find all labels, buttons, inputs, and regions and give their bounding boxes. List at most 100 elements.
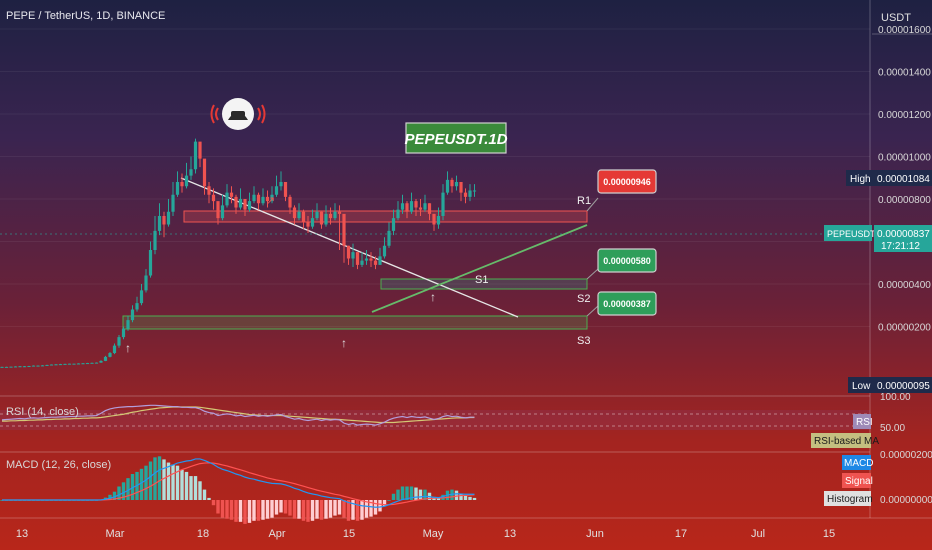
svg-text:0.00000580: 0.00000580 — [603, 256, 651, 266]
svg-text:MACD: MACD — [844, 458, 873, 469]
s3-label: S3 — [577, 335, 590, 347]
candle-body — [324, 213, 328, 225]
candle-body — [0, 366, 4, 368]
histogram-bar — [234, 500, 238, 522]
candle-body — [36, 365, 40, 367]
candle-body — [135, 303, 139, 310]
chart-title-box[interactable]: PEPEUSDT.1D — [404, 122, 508, 154]
candle-body — [333, 211, 337, 219]
candle-body — [423, 203, 427, 210]
histogram-bar — [306, 500, 310, 522]
candle-body — [193, 141, 198, 170]
rsi-legend: RSI RSI-based MA — [811, 414, 879, 448]
histogram-bar — [283, 500, 288, 514]
candle-body — [292, 207, 297, 219]
svg-text:High: High — [850, 174, 871, 185]
histogram-bar — [139, 468, 144, 500]
candle-body — [432, 213, 436, 225]
candle-body — [252, 194, 256, 202]
s2-zone[interactable] — [380, 278, 588, 290]
histogram-bar — [400, 486, 405, 500]
up-arrow-icon: ↑ — [125, 341, 131, 355]
candle-body — [189, 169, 193, 176]
candle-body — [216, 201, 220, 219]
histogram-bar — [189, 476, 193, 500]
candle-body — [180, 182, 184, 187]
price-tick: 0.00000800 — [878, 195, 931, 206]
candle-body — [198, 141, 202, 159]
histogram-bar — [288, 500, 292, 516]
histogram-bar — [301, 500, 306, 521]
candle-body — [72, 363, 76, 365]
price-tick: 0.00001200 — [878, 110, 931, 121]
candle-body — [9, 366, 13, 368]
histogram-bar — [180, 469, 184, 500]
candle-body — [351, 252, 355, 259]
candle-body — [85, 363, 90, 365]
currency-label[interactable]: USDT — [881, 12, 911, 24]
candle-body — [243, 199, 247, 210]
candle-body — [27, 366, 31, 368]
histogram-bar — [216, 500, 220, 514]
time-tick: May — [423, 528, 444, 540]
histogram-bar — [396, 489, 400, 500]
candle-body — [468, 190, 472, 197]
candle-body — [162, 216, 166, 225]
time-tick: 13 — [504, 528, 516, 540]
candle-body — [445, 179, 450, 193]
candle-body — [391, 218, 396, 231]
candle-body — [112, 345, 117, 354]
histogram-bar — [382, 500, 387, 507]
histogram-bar — [162, 459, 166, 500]
macd-tick-top: 0.00000200 — [880, 450, 932, 461]
high-marker: High 0.00001084 — [846, 170, 932, 186]
s3-value-box[interactable]: 0.00000387 — [597, 291, 657, 316]
uptrend-line[interactable] — [371, 224, 588, 313]
svg-text:RSI: RSI — [856, 417, 873, 428]
candle-body — [67, 363, 72, 365]
candle-body — [346, 245, 351, 259]
svg-text:PEPEUSDT: PEPEUSDT — [827, 229, 876, 239]
histogram-bar — [346, 500, 351, 521]
histogram-bar — [387, 500, 391, 501]
histogram-bar — [405, 486, 409, 500]
histogram-bar — [171, 464, 175, 500]
s2-value-box[interactable]: 0.00000580 — [597, 248, 657, 273]
histogram-bar — [310, 500, 315, 521]
rsi-title[interactable]: RSI (14, close) — [6, 406, 79, 418]
time-tick: 17 — [675, 528, 687, 540]
candle-body — [315, 211, 319, 219]
histogram-bar — [423, 489, 427, 500]
histogram-bar — [112, 491, 117, 500]
histogram-bar — [409, 486, 414, 500]
candle-body — [369, 258, 373, 261]
candle-body — [396, 209, 400, 219]
signal-arrows: ↑ ↑ ↑ ↗ — [125, 195, 436, 355]
svg-text:Signal: Signal — [845, 476, 873, 487]
histogram-bar — [166, 462, 171, 500]
candle-body — [427, 203, 432, 214]
candle-body — [13, 366, 18, 368]
candle-body — [76, 363, 81, 365]
symbol-header[interactable]: PEPE / TetherUS, 1D, BINANCE — [6, 10, 166, 22]
histogram-bar — [207, 497, 211, 500]
macd-title[interactable]: MACD (12, 26, close) — [6, 459, 111, 471]
histogram-bar — [130, 474, 135, 500]
s3-zone[interactable] — [122, 315, 588, 330]
histogram-bar — [198, 481, 202, 500]
histogram-bar — [261, 500, 265, 520]
candle-body — [400, 203, 405, 210]
candle-body — [18, 366, 22, 368]
time-tick: Mar — [106, 528, 125, 540]
r1-value-box[interactable]: 0.00000946 — [597, 169, 657, 194]
candle-body — [81, 363, 85, 365]
candle-body — [454, 182, 459, 187]
histogram-bar — [369, 500, 373, 517]
candle-body — [157, 216, 162, 231]
histogram-bar — [472, 497, 477, 500]
histogram-bar — [153, 457, 157, 500]
r1-zone[interactable] — [183, 210, 588, 223]
histogram-bar — [337, 500, 342, 515]
histogram-bar — [225, 500, 229, 519]
